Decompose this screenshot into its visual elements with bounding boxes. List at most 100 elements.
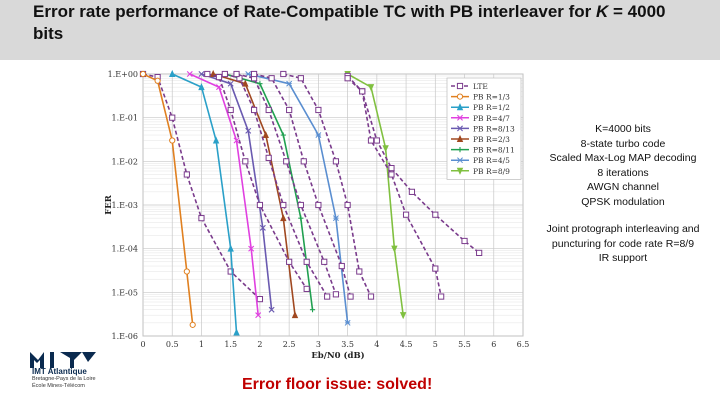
info-block-1-line: 8-state turbo code bbox=[580, 137, 666, 150]
data-point bbox=[332, 158, 340, 165]
x-tick-label: 5 bbox=[433, 340, 438, 349]
data-point bbox=[250, 106, 258, 114]
data-point bbox=[291, 311, 299, 319]
data-point bbox=[189, 321, 196, 328]
data-point bbox=[233, 70, 240, 78]
x-tick-label: 4 bbox=[374, 340, 379, 349]
x-tick-label: 6.5 bbox=[517, 340, 530, 349]
data-point bbox=[233, 328, 240, 336]
legend-label: PB R=2/3 bbox=[473, 135, 510, 144]
legend-label: PB R=8/9 bbox=[473, 167, 510, 176]
data-point bbox=[198, 215, 205, 222]
title-band bbox=[0, 0, 720, 60]
x-tick-label: 3.5 bbox=[341, 340, 354, 349]
data-point bbox=[169, 114, 176, 121]
data-point bbox=[250, 70, 258, 78]
data-point bbox=[456, 103, 464, 111]
data-point bbox=[457, 125, 463, 132]
logo-subtitle: Bretagne-Pays de la Loire École Mines-Té… bbox=[32, 376, 96, 390]
data-point bbox=[227, 80, 234, 87]
data-point bbox=[457, 157, 463, 164]
data-point bbox=[268, 306, 275, 313]
data-point bbox=[183, 171, 190, 178]
data-point bbox=[461, 237, 468, 245]
series-line bbox=[347, 75, 480, 254]
fer-chart: 1.E+00 1.E-01 1.E-02 1.E-03 1.E-04 1.E-05 1.E-… bbox=[104, 69, 530, 361]
data-point bbox=[321, 258, 328, 265]
data-point bbox=[286, 80, 293, 87]
logo-name: IMT Atlantique bbox=[32, 367, 87, 376]
data-point bbox=[402, 211, 410, 218]
info-block-1-line: AWGN channel bbox=[587, 181, 659, 193]
data-point bbox=[216, 84, 222, 91]
data-point bbox=[456, 82, 464, 90]
data-point bbox=[221, 70, 228, 78]
data-point bbox=[297, 75, 304, 82]
data-point bbox=[332, 291, 340, 298]
data-point bbox=[315, 201, 322, 209]
data-point bbox=[154, 77, 161, 84]
y-tick-label: 1.E-01 bbox=[111, 114, 138, 123]
x-tick-label: 6 bbox=[491, 340, 496, 349]
x-tick-label: 0.5 bbox=[166, 340, 179, 349]
x-tick-label: 1 bbox=[199, 340, 204, 349]
logo-subtitle-line: Bretagne-Pays de la Loire bbox=[32, 376, 96, 382]
data-point bbox=[256, 295, 264, 303]
data-point bbox=[268, 75, 275, 82]
legend-label: PB R=8/11 bbox=[473, 146, 515, 155]
info-block-1-line: K=4000 bits bbox=[595, 123, 651, 135]
data-point bbox=[259, 224, 266, 231]
data-point bbox=[204, 70, 211, 78]
legend-label: LTE bbox=[473, 82, 488, 91]
simulation-parameters: K=4000 bits 8-state turbo code Scaled Max-… bbox=[528, 122, 718, 209]
data-point bbox=[303, 285, 310, 292]
data-point bbox=[367, 84, 375, 92]
data-point bbox=[456, 93, 464, 100]
info-block-2-line: Joint protograph interleaving and bbox=[546, 223, 700, 235]
data-point bbox=[169, 137, 176, 144]
data-point bbox=[457, 147, 463, 153]
data-point bbox=[198, 83, 205, 91]
data-point bbox=[356, 268, 363, 275]
data-point bbox=[286, 106, 293, 114]
data-point bbox=[169, 69, 176, 78]
data-point bbox=[280, 70, 287, 78]
data-point bbox=[300, 158, 307, 165]
data-point bbox=[438, 293, 445, 300]
y-axis-label: FER bbox=[104, 194, 114, 215]
logo-subtitle-line: École Mines-Télécom bbox=[32, 383, 85, 389]
data-point bbox=[256, 201, 264, 209]
data-point bbox=[388, 164, 395, 172]
x-tick-label: 0 bbox=[140, 340, 145, 349]
data-point bbox=[338, 262, 345, 270]
legend-label: PB R=4/7 bbox=[473, 114, 510, 123]
legend-label: PB R=8/13 bbox=[473, 124, 515, 133]
data-point bbox=[391, 245, 398, 253]
y-tick-label: 1.E-04 bbox=[111, 245, 138, 254]
x-axis-label: Eb/N0 (dB) bbox=[311, 350, 364, 361]
data-point bbox=[227, 106, 234, 114]
info-block-1-line: 8 iterations bbox=[597, 166, 649, 179]
data-point bbox=[233, 137, 240, 144]
x-tick-label: 3 bbox=[316, 340, 321, 349]
data-point bbox=[456, 134, 464, 142]
data-point bbox=[344, 201, 351, 209]
x-tick-label: 4.5 bbox=[400, 340, 413, 349]
info-block-2-line: puncturing for code rate R=8/9 bbox=[551, 237, 695, 250]
data-point bbox=[388, 171, 395, 178]
data-point bbox=[373, 137, 380, 144]
data-point bbox=[262, 130, 269, 139]
data-point bbox=[227, 244, 234, 252]
data-point bbox=[212, 136, 220, 144]
legend-label: PB R=1/2 bbox=[473, 103, 510, 112]
data-point bbox=[186, 71, 193, 77]
data-point bbox=[298, 215, 304, 221]
data-point bbox=[315, 132, 322, 138]
data-point bbox=[324, 293, 331, 300]
x-tick-label: 5.5 bbox=[458, 340, 471, 349]
info-block-2-line: IR support bbox=[598, 252, 648, 264]
data-point bbox=[242, 158, 249, 165]
data-point bbox=[408, 188, 416, 195]
data-point bbox=[183, 268, 190, 275]
slide-title-suffix: = 4000 bits bbox=[33, 2, 666, 43]
